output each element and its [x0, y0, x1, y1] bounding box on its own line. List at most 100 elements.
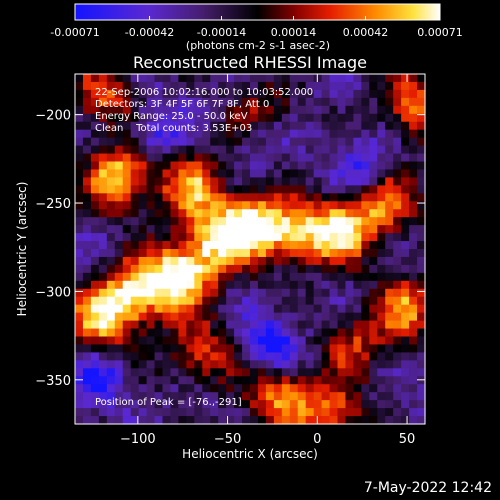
heatmap-cell — [234, 233, 243, 242]
heatmap-cell — [409, 201, 418, 210]
heatmap-cell — [194, 288, 203, 298]
heatmap-cell — [98, 264, 108, 274]
heatmap-cell — [273, 249, 283, 258]
heatmap-cell — [337, 296, 347, 306]
heatmap-cell — [321, 249, 331, 258]
heatmap-cell — [345, 320, 355, 330]
heatmap-cell — [393, 209, 402, 218]
heatmap-cell — [146, 74, 156, 83]
heatmap-cell — [337, 384, 347, 393]
heatmap-cell — [154, 169, 164, 179]
heatmap-cell — [313, 360, 323, 369]
heatmap-cell — [178, 201, 187, 210]
heatmap-cell — [409, 256, 418, 266]
heatmap-cell — [122, 201, 132, 210]
heatmap-cell — [122, 360, 132, 369]
heatmap-cell — [162, 121, 172, 131]
heatmap-cell — [114, 217, 124, 226]
heatmap-cell — [130, 328, 140, 338]
heatmap-cell — [162, 225, 172, 234]
heatmap-cell — [162, 185, 172, 194]
heatmap-cell — [369, 121, 378, 131]
heatmap-cell — [226, 264, 235, 274]
heatmap-cell — [265, 74, 275, 83]
heatmap-cell — [250, 320, 259, 330]
heatmap-cell — [377, 169, 386, 179]
heatmap-cell — [75, 264, 84, 274]
heatmap-cell — [337, 89, 347, 99]
heatmap-cell — [361, 352, 370, 361]
heatmap-cell — [289, 352, 299, 361]
heatmap-cell — [265, 344, 275, 354]
heatmap-cell — [353, 185, 362, 194]
heatmap-cell — [289, 256, 299, 266]
heatmap-cell — [257, 241, 267, 250]
heatmap-cell — [202, 185, 211, 194]
heatmap-cell — [257, 249, 267, 258]
heatmap-cell — [170, 201, 180, 210]
heatmap-cell — [250, 185, 259, 194]
heatmap-cell — [305, 241, 315, 250]
heatmap-cell — [250, 161, 259, 171]
heatmap-cell — [273, 81, 283, 91]
heatmap-cell — [194, 360, 203, 369]
heatmap-cell — [409, 153, 418, 163]
heatmap-cell — [82, 256, 92, 266]
heatmap-cell — [313, 368, 323, 377]
heatmap-cell — [178, 177, 187, 186]
heatmap-cell — [385, 201, 394, 210]
heatmap-cell — [130, 264, 140, 274]
heatmap-cell — [297, 145, 307, 155]
heatmap-cell — [353, 201, 362, 210]
heatmap-cell — [265, 304, 275, 314]
heatmap-cell — [154, 233, 164, 242]
heatmap-cell — [289, 193, 299, 202]
heatmap-cell — [250, 129, 259, 139]
heatmap-cell — [345, 376, 355, 385]
heatmap-cell — [393, 249, 402, 258]
heatmap-cell — [369, 74, 378, 83]
heatmap-cell — [257, 193, 267, 202]
heatmap-cell — [305, 264, 315, 274]
heatmap-cell — [289, 312, 299, 322]
heatmap-cell — [361, 280, 370, 290]
heatmap-cell — [409, 129, 418, 139]
heatmap-cell — [218, 392, 227, 401]
heatmap-cell — [98, 304, 108, 314]
heatmap-cell — [154, 288, 164, 298]
heatmap-cell — [146, 368, 156, 377]
heatmap-cell — [329, 272, 339, 282]
x-tick-label: 50 — [399, 432, 416, 447]
heatmap-cell — [313, 328, 323, 338]
heatmap-cell — [146, 336, 156, 346]
heatmap-cell — [377, 272, 386, 282]
heatmap-cell — [170, 296, 180, 306]
heatmap-cell — [98, 392, 108, 401]
heatmap-cell — [305, 169, 315, 179]
heatmap-cell — [337, 129, 347, 139]
heatmap-cell — [369, 280, 378, 290]
heatmap-cell — [130, 352, 140, 361]
heatmap-cell — [353, 249, 362, 258]
heatmap-cell — [305, 328, 315, 338]
heatmap-cell — [273, 185, 283, 194]
heatmap-cell — [257, 400, 267, 409]
heatmap-cell — [265, 129, 275, 139]
heatmap-cell — [202, 296, 211, 306]
heatmap-cell — [114, 328, 124, 338]
heatmap-cell — [210, 360, 219, 369]
heatmap-cell — [273, 89, 283, 99]
heatmap-cell — [75, 129, 84, 139]
heatmap-cell — [234, 225, 243, 234]
heatmap-cell — [178, 296, 187, 306]
heatmap-cell — [417, 392, 426, 401]
heatmap-cell — [170, 129, 180, 139]
heatmap-cell — [194, 280, 203, 290]
heatmap-cell — [250, 328, 259, 338]
heatmap-cell — [114, 201, 124, 210]
heatmap-cell — [289, 209, 299, 218]
heatmap-cell — [329, 384, 339, 393]
heatmap-cell — [146, 296, 156, 306]
heatmap-cell — [273, 113, 283, 123]
heatmap-cell — [417, 121, 426, 131]
